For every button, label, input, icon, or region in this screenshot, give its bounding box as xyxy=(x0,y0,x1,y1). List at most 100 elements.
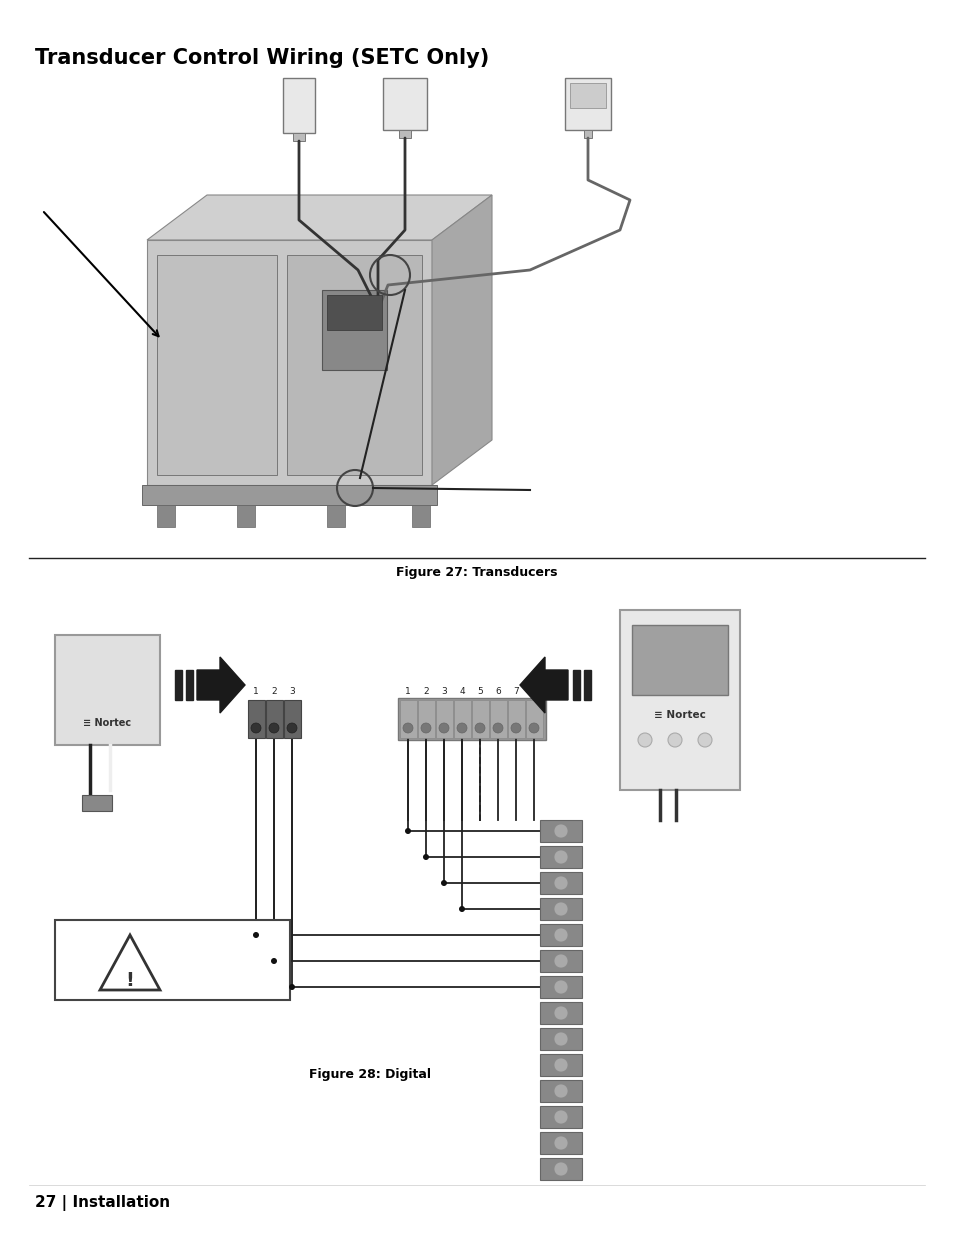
Bar xyxy=(564,78,610,130)
Circle shape xyxy=(554,876,567,890)
Text: 6: 6 xyxy=(495,687,500,697)
Circle shape xyxy=(420,722,431,734)
Circle shape xyxy=(554,953,567,968)
Text: Transducer Control Wiring (SETC Only): Transducer Control Wiring (SETC Only) xyxy=(35,48,489,68)
Bar xyxy=(619,610,740,790)
Polygon shape xyxy=(157,254,276,475)
Circle shape xyxy=(287,722,296,734)
Circle shape xyxy=(422,853,429,860)
Text: 4: 4 xyxy=(458,687,464,697)
Circle shape xyxy=(493,722,502,734)
Bar xyxy=(507,700,524,739)
Circle shape xyxy=(289,984,294,990)
Text: 2: 2 xyxy=(271,687,276,697)
Text: ≡ Nortec: ≡ Nortec xyxy=(654,710,705,720)
Circle shape xyxy=(554,902,567,916)
Text: 5: 5 xyxy=(476,687,482,697)
Text: 2: 2 xyxy=(423,687,428,697)
Bar xyxy=(293,133,305,141)
Circle shape xyxy=(402,722,413,734)
Text: Figure 27: Transducers: Figure 27: Transducers xyxy=(395,566,558,579)
Bar xyxy=(174,671,182,700)
Circle shape xyxy=(554,1110,567,1124)
Circle shape xyxy=(554,1162,567,1176)
Bar xyxy=(539,898,581,920)
Circle shape xyxy=(458,906,464,911)
Bar xyxy=(539,1028,581,1050)
Polygon shape xyxy=(147,240,432,485)
Bar xyxy=(398,130,411,138)
Bar xyxy=(417,700,435,739)
Bar xyxy=(55,920,290,1000)
Bar xyxy=(436,700,453,739)
Bar xyxy=(248,700,265,739)
Bar xyxy=(573,671,579,700)
Bar xyxy=(399,700,416,739)
Bar xyxy=(539,976,581,998)
Bar xyxy=(82,795,112,811)
Bar xyxy=(525,700,542,739)
Circle shape xyxy=(554,1032,567,1046)
Bar xyxy=(412,505,430,527)
Text: 3: 3 xyxy=(289,687,294,697)
Bar xyxy=(539,924,581,946)
Bar xyxy=(283,78,314,133)
Circle shape xyxy=(638,734,651,747)
Text: ≡ Nortec: ≡ Nortec xyxy=(83,718,131,727)
Bar xyxy=(539,820,581,842)
Polygon shape xyxy=(100,935,160,990)
Text: 7: 7 xyxy=(513,687,518,697)
Polygon shape xyxy=(519,657,567,713)
Bar xyxy=(569,83,605,107)
Circle shape xyxy=(554,850,567,864)
Bar xyxy=(539,872,581,894)
Circle shape xyxy=(698,734,711,747)
Circle shape xyxy=(554,1007,567,1020)
Text: 8: 8 xyxy=(531,687,537,697)
Polygon shape xyxy=(147,195,492,240)
Circle shape xyxy=(554,824,567,839)
Bar xyxy=(55,635,160,745)
Text: Figure 28: Digital: Figure 28: Digital xyxy=(309,1068,431,1081)
Bar xyxy=(539,1132,581,1153)
Bar xyxy=(539,950,581,972)
Polygon shape xyxy=(287,254,421,475)
Circle shape xyxy=(251,722,261,734)
Bar xyxy=(539,1053,581,1076)
Circle shape xyxy=(438,722,449,734)
Bar xyxy=(454,700,471,739)
Polygon shape xyxy=(142,485,436,505)
Circle shape xyxy=(440,881,447,885)
Bar xyxy=(539,1107,581,1128)
Circle shape xyxy=(554,1136,567,1150)
Bar xyxy=(266,700,283,739)
Bar xyxy=(539,846,581,868)
Bar xyxy=(539,1002,581,1024)
Circle shape xyxy=(511,722,520,734)
Bar xyxy=(322,290,387,370)
Bar xyxy=(539,1079,581,1102)
Bar xyxy=(284,700,301,739)
Bar xyxy=(397,698,545,740)
Bar xyxy=(631,625,727,695)
Bar xyxy=(583,130,592,138)
Bar xyxy=(236,505,254,527)
Text: 1: 1 xyxy=(405,687,411,697)
Text: 1: 1 xyxy=(253,687,258,697)
Bar xyxy=(490,700,506,739)
Bar xyxy=(327,505,345,527)
Text: 3: 3 xyxy=(440,687,446,697)
Text: 27 | Installation: 27 | Installation xyxy=(35,1195,170,1212)
Circle shape xyxy=(554,927,567,942)
Circle shape xyxy=(475,722,484,734)
Bar xyxy=(539,1158,581,1179)
Bar xyxy=(583,671,590,700)
Circle shape xyxy=(554,981,567,994)
Circle shape xyxy=(529,722,538,734)
Bar xyxy=(382,78,427,130)
Bar xyxy=(327,295,381,330)
Bar xyxy=(472,700,489,739)
Polygon shape xyxy=(196,657,245,713)
Circle shape xyxy=(667,734,681,747)
Circle shape xyxy=(271,958,276,965)
